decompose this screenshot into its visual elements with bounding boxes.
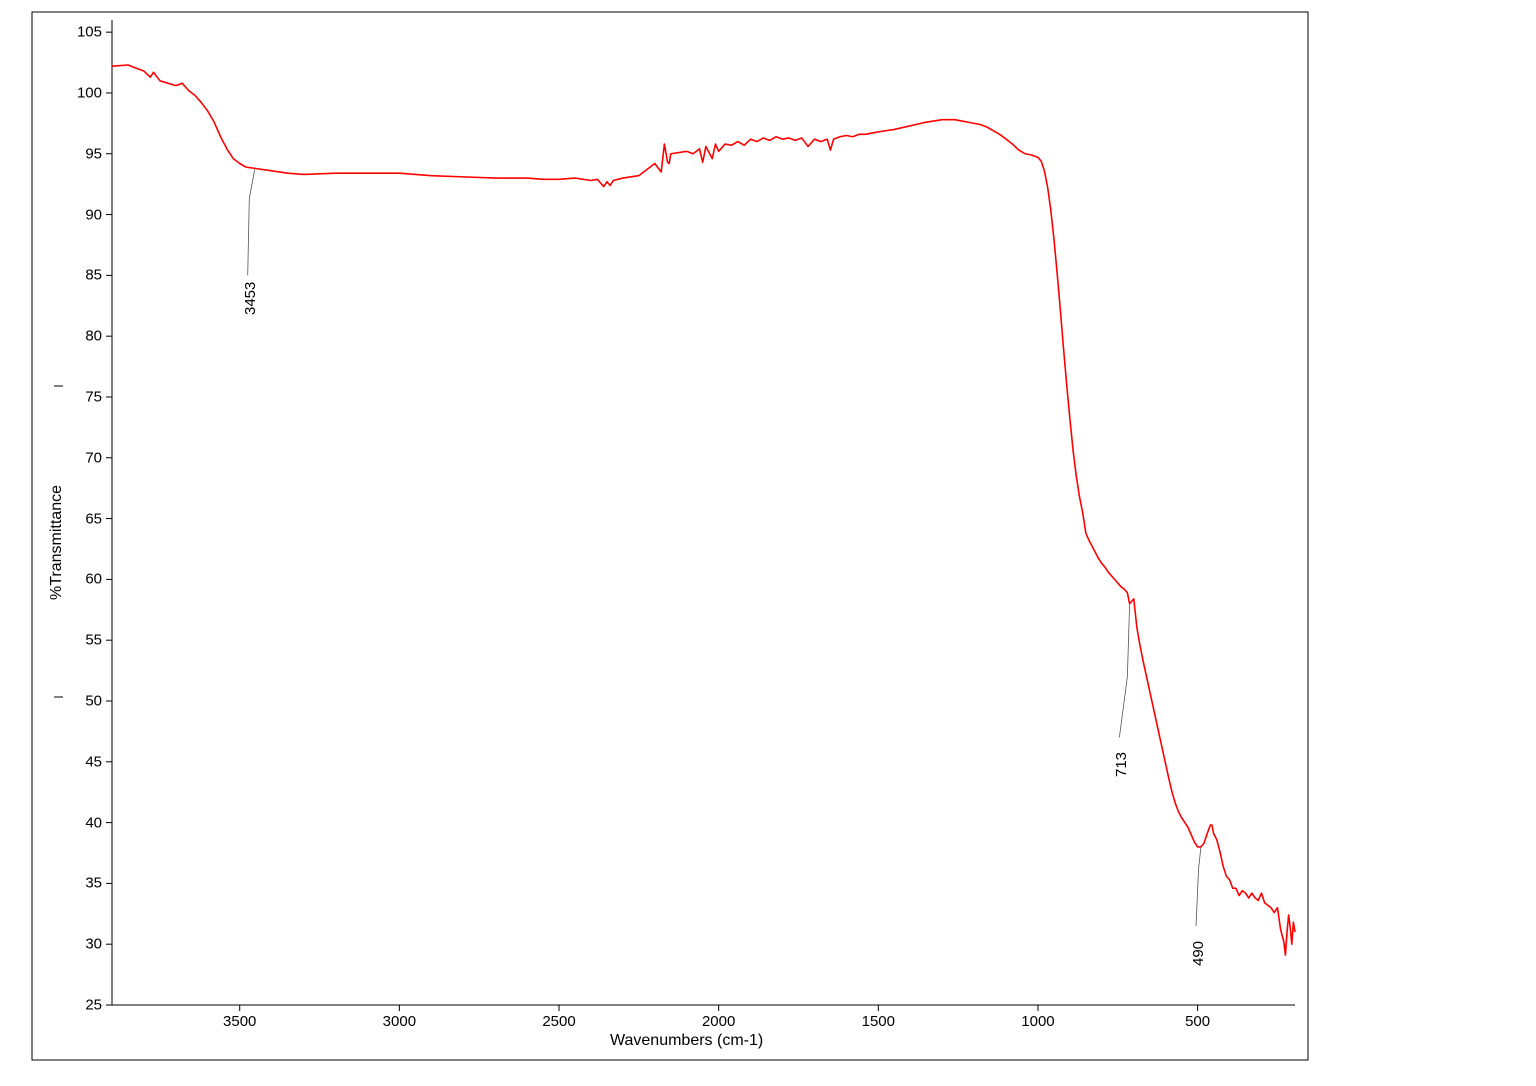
x-tick-label: 3500 — [223, 1013, 256, 1030]
peak-label: 713 — [1113, 752, 1130, 777]
x-tick-label: 1000 — [1021, 1013, 1054, 1030]
y-tick-label: 90 — [72, 206, 102, 223]
y-tick-label: 80 — [72, 328, 102, 345]
y-tick-label: 35 — [72, 875, 102, 892]
y-tick-label: 65 — [72, 510, 102, 527]
x-tick-label: 1500 — [862, 1013, 895, 1030]
y-tick-label: 85 — [72, 267, 102, 284]
chart-svg-layer — [0, 0, 1536, 1086]
y-tick-label: 70 — [72, 449, 102, 466]
y-tick-label: 95 — [72, 145, 102, 162]
peak-label: 490 — [1190, 941, 1207, 966]
x-tick-label: 2000 — [702, 1013, 735, 1030]
y-tick-label: 60 — [72, 571, 102, 588]
x-tick-label: 3000 — [383, 1013, 416, 1030]
y-tick-label: 105 — [72, 24, 102, 41]
y-tick-label: 100 — [72, 84, 102, 101]
y-tick-label: 30 — [72, 936, 102, 953]
y-tick-label: 55 — [72, 632, 102, 649]
y-tick-label: 75 — [72, 388, 102, 405]
peak-label: 3453 — [242, 282, 259, 315]
y-tick-label: 25 — [72, 997, 102, 1014]
y-axis-title: %Transmittance — [48, 485, 66, 600]
y-tick-label: 45 — [72, 753, 102, 770]
x-tick-label: 2500 — [542, 1013, 575, 1030]
x-tick-label: 500 — [1185, 1013, 1210, 1030]
y-tick-label: 40 — [72, 814, 102, 831]
y-tick-label: 50 — [72, 692, 102, 709]
x-axis-title: Wavenumbers (cm-1) — [610, 1032, 763, 1050]
